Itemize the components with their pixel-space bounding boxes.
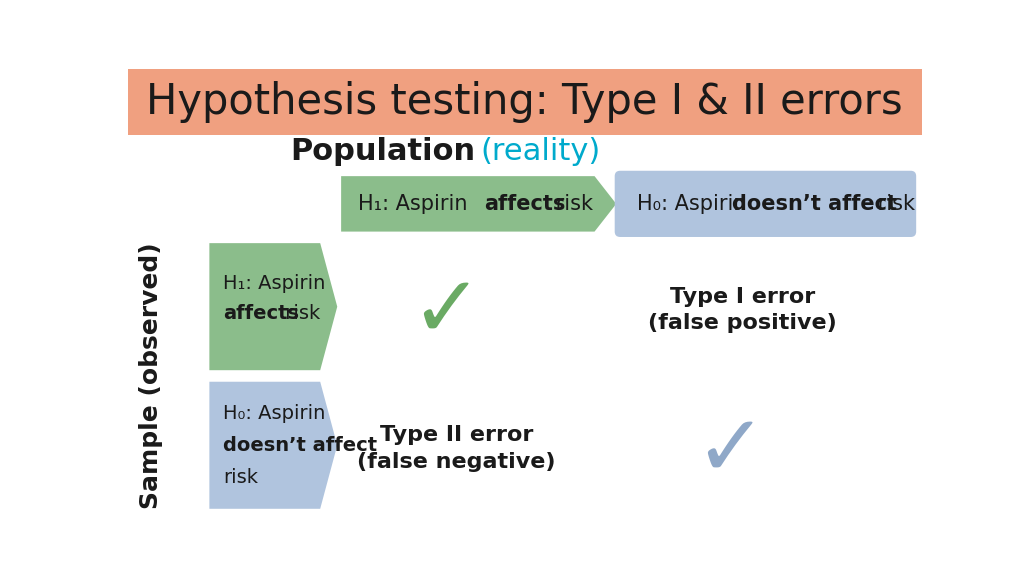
Text: ✓: ✓ bbox=[410, 271, 481, 354]
Polygon shape bbox=[209, 243, 337, 370]
Text: doesn’t affect: doesn’t affect bbox=[732, 194, 897, 214]
Text: (reality): (reality) bbox=[480, 137, 601, 166]
FancyBboxPatch shape bbox=[614, 170, 916, 237]
Text: risk: risk bbox=[223, 468, 258, 487]
FancyBboxPatch shape bbox=[128, 69, 922, 135]
Text: doesn’t affect: doesn’t affect bbox=[223, 436, 378, 455]
Polygon shape bbox=[341, 176, 616, 232]
Text: Hypothesis testing: Type I & II errors: Hypothesis testing: Type I & II errors bbox=[146, 81, 903, 123]
Text: Type I error: Type I error bbox=[670, 286, 815, 306]
Text: affects: affects bbox=[223, 304, 299, 323]
Text: affects: affects bbox=[484, 194, 566, 214]
Text: Type II error: Type II error bbox=[380, 425, 534, 445]
Text: (false positive): (false positive) bbox=[648, 313, 837, 334]
Text: H₁: Aspirin: H₁: Aspirin bbox=[358, 194, 474, 214]
Text: H₁: Aspirin: H₁: Aspirin bbox=[223, 274, 326, 293]
Polygon shape bbox=[209, 382, 337, 509]
Text: ✓: ✓ bbox=[694, 410, 767, 493]
Text: risk: risk bbox=[871, 194, 915, 214]
Text: Population: Population bbox=[290, 137, 475, 166]
Text: Sample (observed): Sample (observed) bbox=[139, 242, 163, 509]
Text: risk: risk bbox=[549, 194, 593, 214]
Text: H₀: Aspirin: H₀: Aspirin bbox=[637, 194, 754, 214]
Text: H₀: Aspirin: H₀: Aspirin bbox=[223, 404, 326, 423]
Text: risk: risk bbox=[280, 304, 321, 323]
Text: (false negative): (false negative) bbox=[357, 452, 556, 472]
